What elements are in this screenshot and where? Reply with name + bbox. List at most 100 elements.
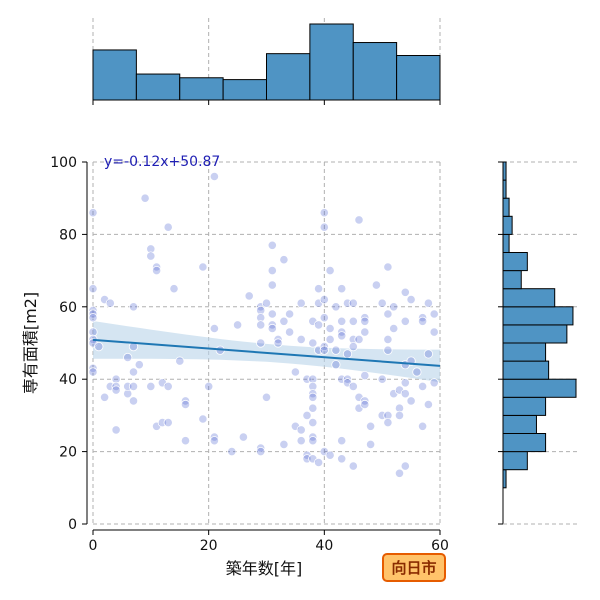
scatter-point <box>267 240 277 250</box>
right-hist-bar <box>502 433 547 453</box>
scatter-point <box>267 320 277 330</box>
confidence-band-layer <box>93 321 440 383</box>
scatter-point <box>360 396 370 406</box>
scatter-point <box>146 251 156 261</box>
scatter-point <box>394 410 405 420</box>
scatter-point <box>128 302 139 312</box>
scatter-point <box>100 294 110 305</box>
top-hist-bar <box>179 77 224 101</box>
x-tick-label: 60 <box>431 538 449 554</box>
scatter-point <box>111 374 121 384</box>
scatter-point <box>88 327 98 337</box>
scatter-point <box>354 334 364 344</box>
right-hist-bar <box>502 197 510 217</box>
scatter-point <box>308 436 318 446</box>
scatter-point <box>319 222 329 232</box>
scatter-point <box>400 378 410 388</box>
scatter-point <box>256 338 266 348</box>
scatter-point <box>319 294 329 305</box>
scatter-point <box>267 309 277 319</box>
scatter-point <box>233 320 243 330</box>
scatter-point <box>209 323 219 334</box>
right-hist-bar <box>502 288 556 308</box>
scatter-point <box>337 331 347 341</box>
scatter-point <box>337 284 347 294</box>
scatter-point <box>180 436 191 446</box>
scatter-point <box>180 399 191 410</box>
main-ticks: 0 20 40 60 0 20 40 60 80 100 <box>50 155 449 554</box>
city-badge-label: 向日市 <box>391 559 436 577</box>
scatter-point <box>296 425 306 435</box>
scatter-point <box>423 349 433 359</box>
scatter-point <box>146 244 156 254</box>
scatter-point <box>105 298 115 308</box>
scatter-point <box>371 280 381 290</box>
main-grid <box>92 161 441 525</box>
scatter-point <box>227 446 237 457</box>
scatter-point <box>429 309 439 319</box>
scatter-point <box>308 389 318 399</box>
scatter-point <box>163 381 173 391</box>
scatter-point <box>140 193 150 203</box>
scatter-point <box>313 457 324 468</box>
right-hist-bar <box>502 414 537 434</box>
right-hist-bar <box>502 324 568 344</box>
scatter-point <box>128 367 139 377</box>
scatter-point <box>279 255 289 265</box>
scatter-point <box>261 392 272 402</box>
scatter-point <box>296 298 306 308</box>
scatter-point <box>152 265 162 276</box>
scatter-point <box>394 403 405 413</box>
scatter-point <box>383 410 393 420</box>
scatter-point <box>377 298 387 308</box>
scatter-point <box>394 468 405 478</box>
scatter-point <box>163 417 173 428</box>
y-tick-label: 100 <box>50 155 77 171</box>
scatter-point <box>284 309 295 319</box>
scatter-point <box>308 403 318 413</box>
scatter-point <box>313 284 324 294</box>
scatter-point <box>348 316 358 326</box>
scatter-point <box>417 313 428 323</box>
scatter-point <box>111 381 121 391</box>
scatter-point <box>337 454 347 464</box>
scatter-point <box>383 309 393 319</box>
scatter-point <box>261 298 272 308</box>
right-hist-bar <box>502 469 507 489</box>
scatter-point <box>319 341 329 352</box>
city-badge: 向日市 <box>382 553 446 582</box>
scatter-point <box>417 381 428 391</box>
scatter-point <box>88 363 98 373</box>
scatter-point <box>325 265 335 276</box>
scatter-point <box>290 367 300 377</box>
scatter-point <box>365 421 376 431</box>
scatter-point <box>360 316 370 326</box>
scatter-point <box>325 450 335 460</box>
scatter-point <box>256 305 266 315</box>
scatter-point <box>238 432 248 442</box>
scatter-point <box>128 396 139 406</box>
scatter-point <box>180 396 191 406</box>
x-tick-label: 0 <box>89 538 98 554</box>
scatter-point <box>279 439 289 449</box>
scatter-point <box>348 461 358 471</box>
regression-line <box>92 338 441 367</box>
right-hist-bar <box>502 215 513 235</box>
right-hist-bar <box>502 270 522 290</box>
y-axis-label: 専有面積[m2] <box>21 292 40 394</box>
scatter-point <box>342 349 353 359</box>
scatter-point <box>319 313 329 323</box>
top-histogram <box>92 18 441 105</box>
right-histogram <box>498 161 578 525</box>
right-hist-bar <box>502 378 577 398</box>
scatter-point <box>313 320 324 330</box>
scatter-point <box>163 222 173 232</box>
scatter-point <box>88 309 98 319</box>
scatter-point <box>88 284 98 294</box>
x-tick-label: 40 <box>315 538 333 554</box>
scatter-point <box>100 392 110 402</box>
scatter-point <box>417 421 428 431</box>
y-tick-label: 80 <box>59 227 77 243</box>
scatter-point <box>389 302 399 312</box>
right-hist-bar <box>502 161 507 181</box>
